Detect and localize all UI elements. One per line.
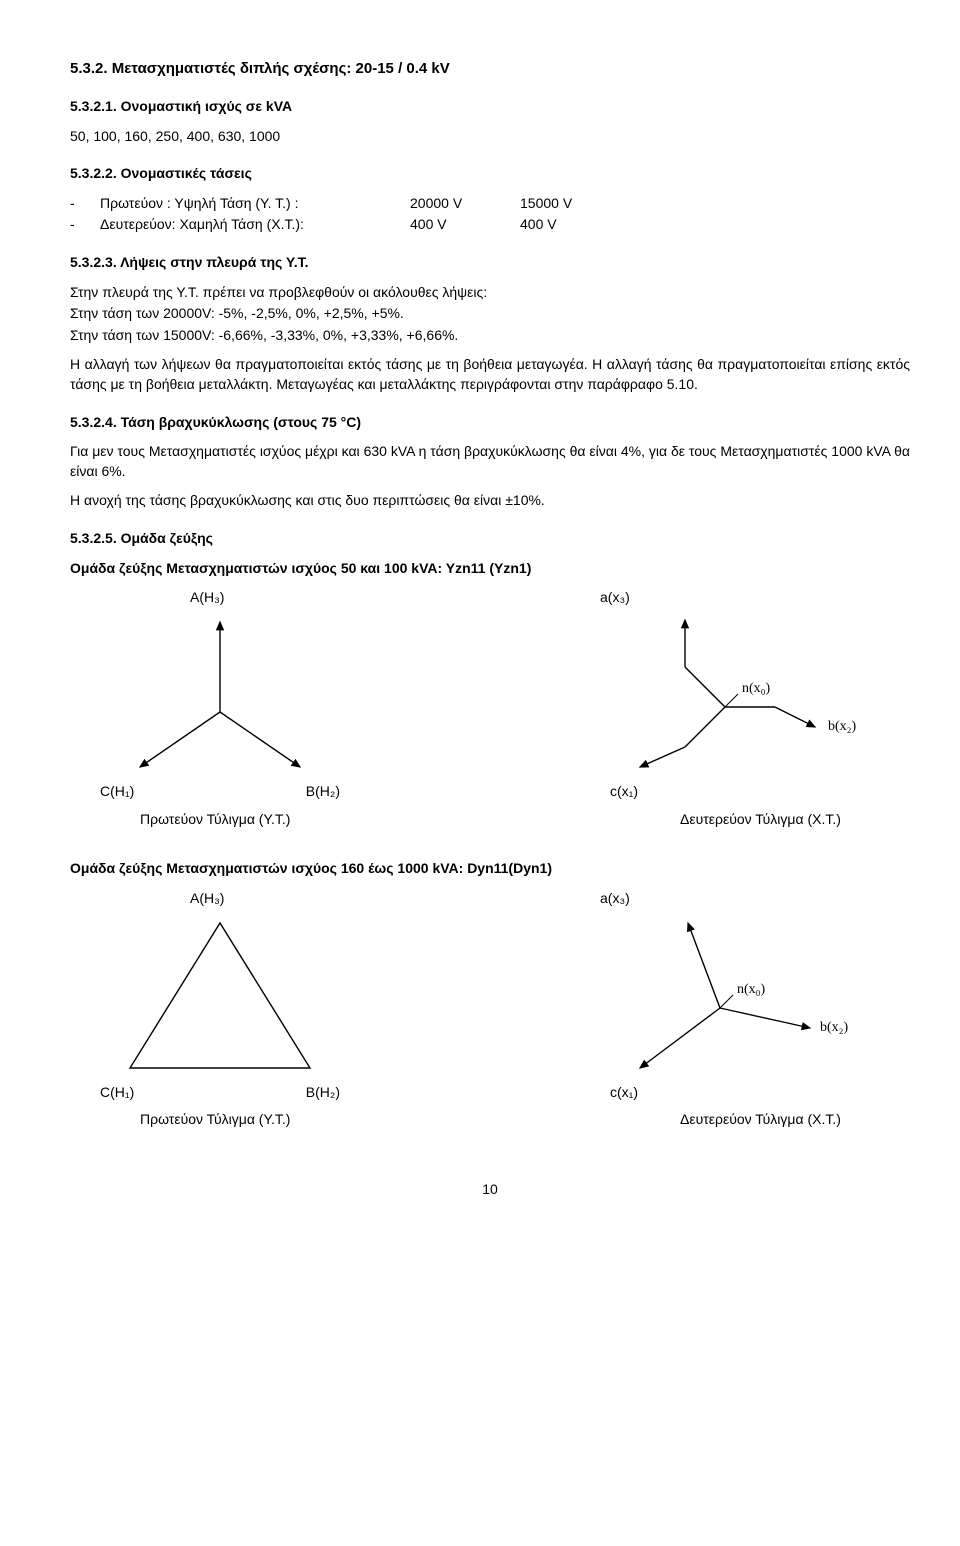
rated-power-values: 50, 100, 160, 250, 400, 630, 1000 — [70, 127, 910, 147]
label-c-2: c(x₁) — [610, 1084, 638, 1100]
zn-diagram-svg: n(x₀) b(x₂) — [570, 612, 910, 782]
taps-15000v: Στην τάση των 15000V: -6,66%, -3,33%, 0%… — [70, 326, 910, 346]
secondary-winding-caption-2: Δευτερεύον Τύλιγμα (Χ.Τ.) — [680, 1110, 910, 1130]
voltage-row-primary: - Πρωτεύον : Υψηλή Τάση (Υ. Τ.) : 20000 … — [70, 194, 910, 214]
primary-winding-caption-2: Πρωτεύον Τύλιγμα (Υ.Τ.) — [140, 1110, 370, 1130]
label-A-1: A(H₃) — [190, 588, 224, 608]
primary-label: Πρωτεύον : Υψηλή Τάση (Υ. Τ.) : — [100, 194, 410, 214]
label-B-2: B(H₂) — [306, 1083, 340, 1103]
vector-group-2-title: Ομάδα ζεύξης Μετασχηματιστών ισχύος 160 … — [70, 859, 910, 879]
label-a-1: a(x₃) — [600, 588, 630, 608]
primary-v1: 20000 V — [410, 194, 520, 214]
heading-5-3-2-1: 5.3.2.1. Ονομαστική ισχύς σε kVA — [70, 97, 910, 117]
voltage-row-secondary: - Δευτερεύον: Χαμηλή Τάση (Χ.Τ.): 400 V … — [70, 215, 910, 235]
bullet: - — [70, 194, 100, 214]
primary-v2: 15000 V — [520, 194, 572, 214]
label-b-1: b(x₂) — [828, 719, 857, 734]
label-C-1: C(H₁) — [100, 782, 134, 802]
heading-5-3-2-4: 5.3.2.4. Τάση βραχυκύκλωσης (στους 75 °C… — [70, 413, 910, 433]
primary-winding-caption-1: Πρωτεύον Τύλιγμα (Υ.Τ.) — [140, 810, 370, 830]
bullet: - — [70, 215, 100, 235]
heading-5-3-2-2: 5.3.2.2. Ονομαστικές τάσεις — [70, 164, 910, 184]
heading-5-3-2-5: 5.3.2.5. Ομάδα ζεύξης — [70, 529, 910, 549]
heading-5-3-2: 5.3.2. Μετασχηματιστές διπλής σχέσης: 20… — [70, 58, 910, 79]
shortcircuit-p1: Για μεν τους Μετασχηματιστές ισχύος μέχρ… — [70, 442, 910, 481]
label-B-1: B(H₂) — [306, 782, 340, 802]
zn-secondary-diagram: n(x₀) b(x₂) c(x₁) Δευτερεύον Τύλιγμα (Χ.… — [570, 612, 910, 839]
label-A-2: A(H₃) — [190, 889, 224, 909]
secondary-v1: 400 V — [410, 215, 520, 235]
label-a-2: a(x₃) — [600, 889, 630, 909]
label-n-1: n(x₀) — [742, 681, 771, 696]
secondary-v2: 400 V — [520, 215, 557, 235]
secondary-winding-caption-1: Δευτερεύον Τύλιγμα (Χ.Τ.) — [680, 810, 910, 830]
label-n-2: n(x₀) — [737, 982, 766, 997]
yn-diagram-svg: n(x₀) b(x₂) — [570, 913, 910, 1083]
vector-group-1-title: Ομάδα ζεύξης Μετασχηματιστών ισχύος 50 κ… — [70, 559, 910, 579]
label-C-2: C(H₁) — [100, 1083, 134, 1103]
taps-20000v: Στην τάση των 20000V: -5%, -2,5%, 0%, +2… — [70, 304, 910, 324]
taps-intro: Στην πλευρά της Υ.Τ. πρέπει να προβλεφθο… — [70, 283, 910, 303]
taps-change-paragraph: Η αλλαγή των λήψεων θα πραγματοποιείται … — [70, 355, 910, 394]
vector-diagram-group-2: C(H₁) B(H₂) Πρωτεύον Τύλιγμα (Υ.Τ.) n(x₀… — [70, 913, 910, 1140]
page-number: 10 — [70, 1180, 910, 1200]
vector-diagram-group-1: C(H₁) B(H₂) Πρωτεύον Τύλιγμα (Υ.Τ.) n( — [70, 612, 910, 839]
secondary-label: Δευτερεύον: Χαμηλή Τάση (Χ.Τ.): — [100, 215, 410, 235]
yn-secondary-diagram: n(x₀) b(x₂) c(x₁) Δευτερεύον Τύλιγμα (Χ.… — [570, 913, 910, 1140]
y-diagram-svg — [70, 612, 370, 782]
heading-5-3-2-3: 5.3.2.3. Λήψεις στην πλευρά της Υ.Τ. — [70, 253, 910, 273]
y-primary-diagram: C(H₁) B(H₂) Πρωτεύον Τύλιγμα (Υ.Τ.) — [70, 612, 370, 839]
label-b-2: b(x₂) — [820, 1020, 849, 1035]
shortcircuit-p2: Η ανοχή της τάσης βραχυκύκλωσης και στις… — [70, 491, 910, 511]
label-c-1: c(x₁) — [610, 783, 638, 799]
delta-primary-diagram: C(H₁) B(H₂) Πρωτεύον Τύλιγμα (Υ.Τ.) — [70, 913, 370, 1140]
delta-diagram-svg — [70, 913, 370, 1083]
